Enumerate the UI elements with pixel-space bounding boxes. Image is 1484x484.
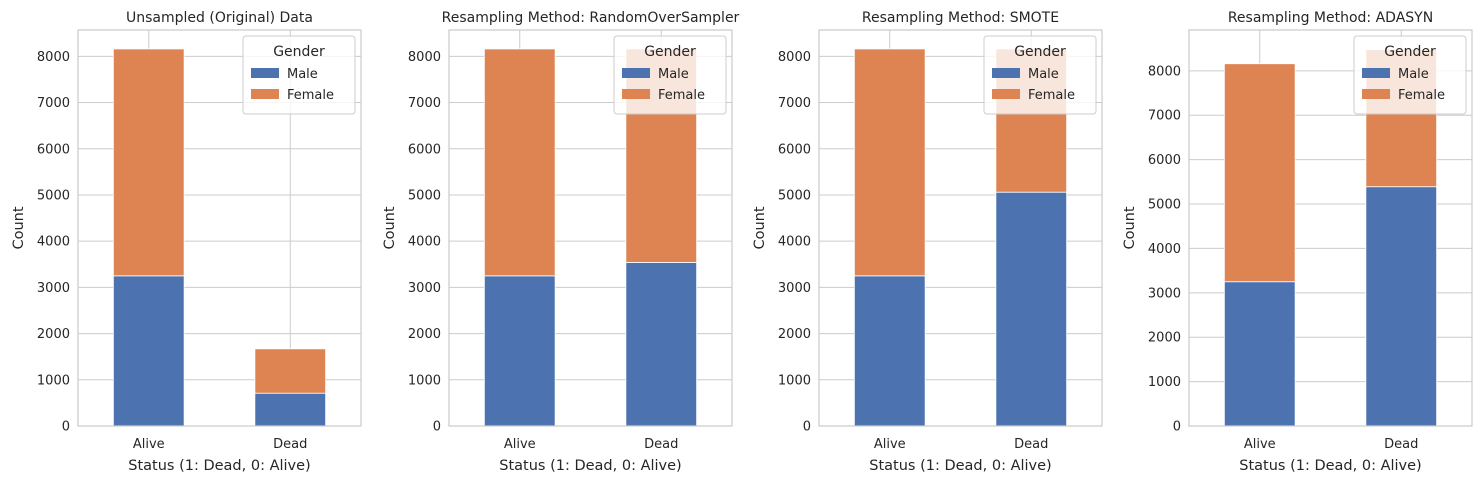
y-tick-label: 5000: [37, 188, 70, 203]
y-tick-label: 2000: [37, 327, 70, 342]
x-axis-label: Status (1: Dead, 0: Alive): [869, 458, 1051, 474]
legend-swatch-male: [992, 68, 1020, 78]
legend-swatch-female: [1362, 89, 1390, 99]
y-tick-label: 6000: [778, 142, 811, 157]
bar-female-alive: [1224, 64, 1295, 282]
y-axis-label: Count: [752, 206, 768, 249]
x-axis-label: Status (1: Dead, 0: Alive): [128, 458, 310, 474]
legend: Gender Male Female: [614, 36, 726, 114]
legend-swatch-female: [622, 89, 650, 99]
bar-male-alive: [1224, 282, 1295, 426]
y-tick-label: 6000: [1148, 153, 1181, 168]
x-tick-label: Alive: [1244, 437, 1276, 452]
chart-title: Resampling Method: RandomOverSampler: [442, 10, 740, 26]
y-tick-label: 7000: [37, 96, 70, 111]
y-axis-label: Count: [1122, 206, 1138, 249]
legend-label-female: Female: [287, 88, 334, 103]
y-tick-label: 8000: [1148, 64, 1181, 79]
y-tick-label: 8000: [408, 50, 441, 65]
y-tick-label: 2000: [778, 327, 811, 342]
legend-label-female: Female: [1398, 88, 1445, 103]
x-tick-label: Alive: [504, 437, 536, 452]
y-tick-label: 5000: [1148, 198, 1181, 213]
legend-label-male: Male: [1028, 67, 1059, 82]
legend: Gender Male Female: [984, 36, 1096, 114]
chart-title: Resampling Method: ADASYN: [1228, 10, 1433, 26]
bar-male-dead: [996, 192, 1067, 426]
bar-male-dead: [1366, 187, 1437, 426]
legend-swatch-female: [251, 89, 279, 99]
y-axis-label: Count: [382, 206, 398, 249]
legend-title: Gender: [1384, 44, 1436, 60]
y-tick-label: 6000: [37, 142, 70, 157]
legend-label-male: Male: [1398, 67, 1429, 82]
y-tick-label: 5000: [778, 188, 811, 203]
y-tick-label: 7000: [1148, 109, 1181, 124]
x-tick-label: Alive: [874, 437, 906, 452]
y-tick-label: 0: [433, 420, 441, 435]
legend-swatch-male: [251, 68, 279, 78]
y-tick-label: 4000: [37, 235, 70, 250]
legend-title: Gender: [644, 44, 696, 60]
x-tick-label: Alive: [133, 437, 165, 452]
y-tick-label: 0: [1173, 420, 1181, 435]
x-tick-label: Dead: [1384, 437, 1418, 452]
y-tick-label: 3000: [37, 281, 70, 296]
bar-male-dead: [255, 393, 326, 426]
legend-title: Gender: [273, 44, 325, 60]
y-tick-label: 7000: [778, 96, 811, 111]
x-tick-label: Dead: [644, 437, 678, 452]
y-tick-label: 1000: [1148, 375, 1181, 390]
y-tick-label: 8000: [37, 50, 70, 65]
bar-male-alive: [113, 276, 184, 426]
y-tick-label: 4000: [1148, 242, 1181, 257]
y-tick-label: 4000: [778, 235, 811, 250]
bar-female-dead: [255, 349, 326, 393]
y-tick-label: 1000: [408, 373, 441, 388]
bar-male-dead: [626, 262, 697, 426]
legend-label-female: Female: [658, 88, 705, 103]
legend-label-female: Female: [1028, 88, 1075, 103]
y-tick-label: 0: [803, 420, 811, 435]
y-tick-label: 2000: [408, 327, 441, 342]
y-tick-label: 8000: [778, 50, 811, 65]
y-tick-label: 4000: [408, 235, 441, 250]
bar-female-alive: [113, 49, 184, 276]
y-tick-label: 1000: [37, 373, 70, 388]
bar-male-alive: [484, 276, 555, 426]
bar-female-alive: [854, 49, 925, 276]
legend-swatch-female: [992, 89, 1020, 99]
legend-label-male: Male: [658, 67, 689, 82]
y-tick-label: 3000: [408, 281, 441, 296]
chart-title: Resampling Method: SMOTE: [862, 10, 1059, 26]
y-tick-label: 5000: [408, 188, 441, 203]
y-tick-label: 1000: [778, 373, 811, 388]
y-tick-label: 7000: [408, 96, 441, 111]
legend-swatch-male: [622, 68, 650, 78]
y-tick-label: 0: [62, 420, 70, 435]
legend-title: Gender: [1014, 44, 1066, 60]
x-tick-label: Dead: [273, 437, 307, 452]
bar-female-alive: [484, 49, 555, 276]
x-axis-label: Status (1: Dead, 0: Alive): [1239, 458, 1421, 474]
y-axis-label: Count: [11, 206, 27, 249]
x-tick-label: Dead: [1014, 437, 1048, 452]
legend-label-male: Male: [287, 67, 318, 82]
y-tick-label: 3000: [1148, 286, 1181, 301]
y-tick-label: 2000: [1148, 331, 1181, 346]
chart-title: Unsampled (Original) Data: [126, 10, 313, 26]
legend: Gender Male Female: [243, 36, 355, 114]
legend: Gender Male Female: [1354, 36, 1466, 114]
legend-swatch-male: [1362, 68, 1390, 78]
y-tick-label: 3000: [778, 281, 811, 296]
bar-male-alive: [854, 276, 925, 426]
x-axis-label: Status (1: Dead, 0: Alive): [499, 458, 681, 474]
y-tick-label: 6000: [408, 142, 441, 157]
